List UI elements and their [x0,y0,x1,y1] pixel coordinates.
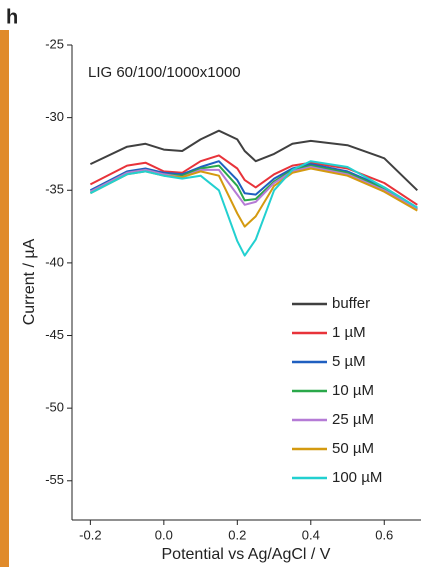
series-line [89,160,418,257]
x-tick-label: -0.2 [79,527,101,542]
x-tick-label: 0.2 [228,527,246,542]
y-tick-label: -40 [45,254,64,269]
y-tick-label: -55 [45,472,64,487]
legend-label: 10 µM [332,382,374,399]
y-tick-label: -25 [45,36,64,51]
y-tick-label: -45 [45,327,64,342]
legend-label: buffer [332,295,370,312]
legend-label: 25 µM [332,411,374,428]
y-axis-label: Current / µA [21,238,38,325]
series-line [89,129,418,192]
legend-label: 50 µM [332,440,374,457]
y-tick-label: -50 [45,400,64,415]
x-tick-label: 0.4 [302,527,320,542]
series-line [89,166,418,210]
x-tick-label: 0.0 [155,527,173,542]
legend-label: 5 µM [332,353,366,370]
panel-label: h [6,6,18,28]
x-axis-label: Potential vs Ag/AgCl / V [162,546,331,563]
legend-label: 100 µM [332,469,382,486]
y-tick-label: -35 [45,182,64,197]
image-strip [0,30,9,567]
x-tick-label: 0.6 [375,527,393,542]
y-tick-label: -30 [45,109,64,124]
series-line [89,154,418,206]
series-line [89,160,418,209]
chart-title: LIG 60/100/1000x1000 [88,64,241,81]
legend-label: 1 µM [332,324,366,341]
